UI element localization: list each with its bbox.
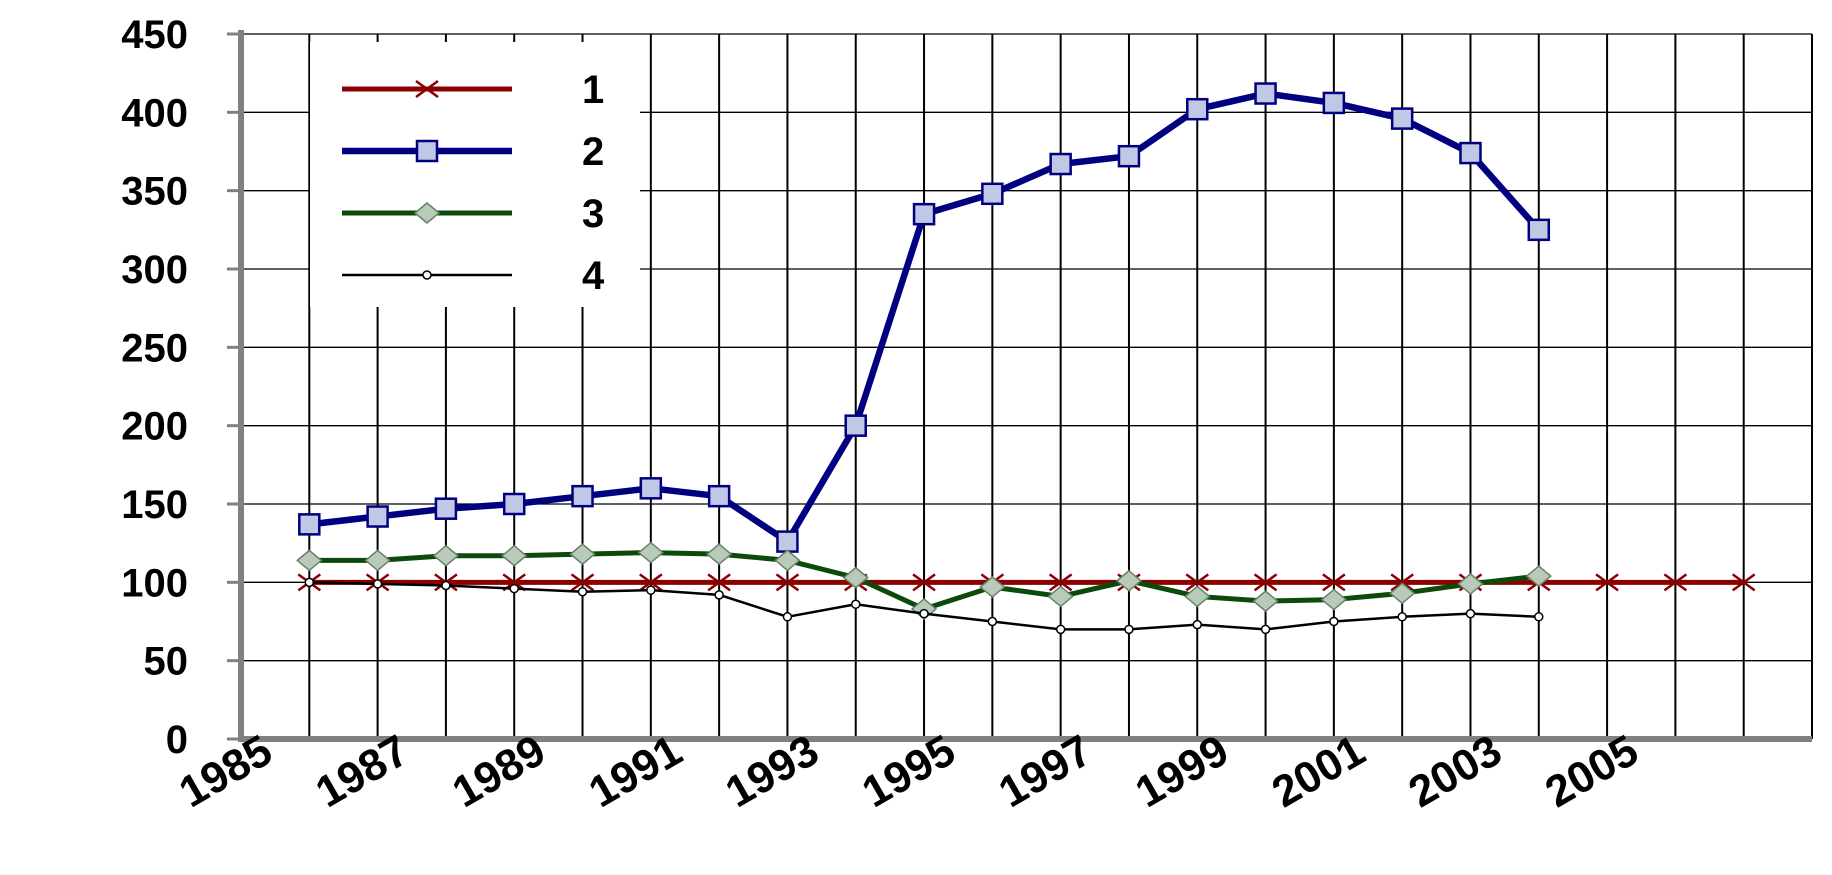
data-point-marker — [571, 484, 594, 508]
data-point-marker — [1055, 624, 1066, 635]
y-tick-label: 0 — [166, 718, 188, 762]
data-point-marker — [1186, 97, 1209, 121]
data-point-marker — [1459, 141, 1482, 165]
data-point-marker — [774, 549, 801, 572]
data-point-marker — [1049, 152, 1072, 176]
data-point-marker — [569, 543, 596, 566]
data-point-marker — [364, 549, 391, 572]
legend-label: 3 — [582, 192, 604, 236]
data-point-marker — [782, 612, 793, 622]
data-point-marker — [1527, 218, 1551, 242]
data-point-marker — [366, 505, 389, 528]
data-point-marker — [912, 202, 936, 226]
y-axis-tick-labels: 0 50 100 150 200 250 300 350 400 450 — [121, 13, 188, 762]
y-tick-label: 450 — [121, 13, 188, 57]
data-point-marker — [987, 616, 998, 627]
data-point-marker — [1192, 619, 1203, 630]
legend-box — [310, 42, 640, 307]
data-point-marker — [509, 583, 519, 594]
data-point-marker — [1322, 91, 1346, 115]
data-point-marker — [1397, 612, 1407, 622]
data-point-marker — [413, 202, 441, 224]
data-point-marker — [298, 513, 321, 536]
data-point-marker — [1322, 573, 1346, 592]
data-point-marker — [981, 182, 1004, 206]
data-point-marker — [775, 573, 800, 592]
data-point-marker — [1254, 82, 1277, 105]
y-tick-label: 150 — [121, 483, 188, 527]
legend-label: 1 — [582, 68, 604, 112]
legend-item-1: 1 — [342, 68, 604, 112]
data-point-marker — [1595, 573, 1619, 592]
data-point-marker — [1465, 608, 1476, 619]
data-point-marker — [422, 270, 432, 280]
data-point-marker — [432, 544, 460, 567]
y-tick-label: 350 — [121, 170, 188, 214]
legend-label: 4 — [582, 254, 605, 298]
data-point-marker — [1115, 569, 1143, 592]
data-point-marker — [919, 608, 929, 619]
data-point-marker — [844, 414, 867, 437]
data-point-marker — [1252, 590, 1279, 613]
data-point-marker — [372, 579, 383, 589]
data-point-marker — [1185, 573, 1209, 592]
data-point-marker — [639, 477, 663, 500]
data-point-marker — [1117, 144, 1141, 168]
y-tick-label: 50 — [144, 640, 189, 684]
y-tick-label: 200 — [121, 405, 188, 449]
data-point-marker — [1184, 585, 1211, 608]
data-point-marker — [842, 566, 869, 589]
axes — [227, 30, 1812, 742]
data-point-marker — [1329, 616, 1339, 627]
legend-item-4: 4 — [342, 254, 605, 298]
data-point-marker — [705, 543, 733, 566]
data-point-marker — [1457, 572, 1484, 595]
data-point-marker — [707, 573, 731, 592]
data-point-marker — [912, 573, 936, 592]
data-point-marker — [415, 79, 439, 99]
data-point-marker — [1047, 585, 1074, 608]
data-point-marker — [637, 541, 664, 564]
data-point-marker — [714, 590, 724, 600]
data-point-marker — [1534, 612, 1544, 622]
y-tick-label: 300 — [121, 248, 188, 292]
data-point-marker — [501, 544, 528, 567]
data-point-marker — [850, 599, 861, 610]
data-point-marker — [415, 139, 439, 163]
legend: 1 2 3 4 — [310, 42, 640, 307]
data-point-marker — [1731, 573, 1756, 592]
legend-item-3: 3 — [342, 192, 604, 236]
legend-item-2: 2 — [342, 130, 604, 174]
data-point-marker — [1253, 573, 1278, 592]
series-2 — [298, 82, 1551, 553]
data-point-marker — [441, 580, 451, 591]
data-point-marker — [639, 573, 663, 592]
y-tick-label: 250 — [121, 326, 188, 370]
data-point-marker — [776, 530, 799, 553]
data-point-marker — [1663, 573, 1688, 592]
data-point-marker — [1124, 624, 1134, 635]
data-point-marker — [434, 497, 458, 520]
data-point-marker — [577, 586, 588, 597]
data-point-marker — [646, 585, 656, 595]
data-point-marker — [1048, 573, 1073, 592]
series-group — [296, 82, 1756, 635]
data-point-marker — [979, 576, 1006, 599]
data-point-marker — [1390, 107, 1414, 130]
series-4 — [304, 577, 1544, 635]
legend-label: 2 — [582, 130, 604, 174]
data-point-marker — [1260, 624, 1271, 635]
data-point-marker — [502, 492, 526, 516]
data-point-marker — [707, 484, 731, 508]
y-tick-label: 400 — [121, 91, 188, 135]
data-point-marker — [1320, 588, 1348, 611]
data-point-marker — [1525, 565, 1552, 588]
data-point-marker — [304, 577, 315, 588]
data-point-marker — [296, 549, 323, 572]
data-point-marker — [1388, 582, 1416, 605]
data-point-marker — [570, 573, 595, 592]
y-tick-label: 100 — [121, 561, 188, 605]
